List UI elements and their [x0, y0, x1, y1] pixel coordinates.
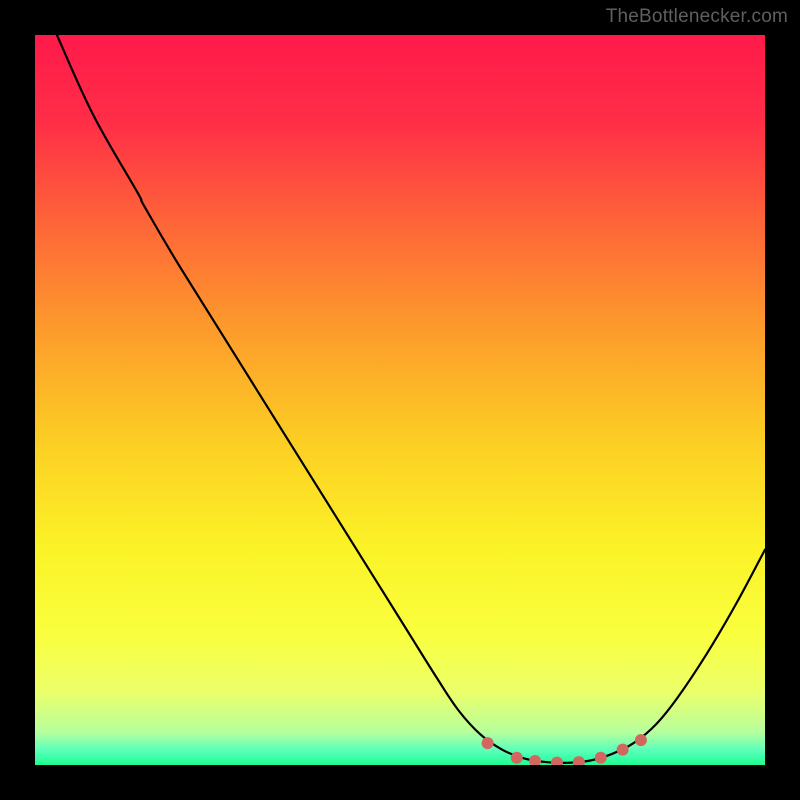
curve-marker: [595, 752, 607, 764]
chart-svg: [35, 35, 765, 765]
chart-background: [35, 35, 765, 765]
curve-marker: [617, 744, 629, 756]
curve-marker: [511, 752, 523, 764]
watermark-text: TheBottlenecker.com: [606, 6, 788, 28]
curve-marker: [482, 737, 494, 749]
bottleneck-chart: [35, 35, 765, 765]
curve-marker: [635, 734, 647, 746]
